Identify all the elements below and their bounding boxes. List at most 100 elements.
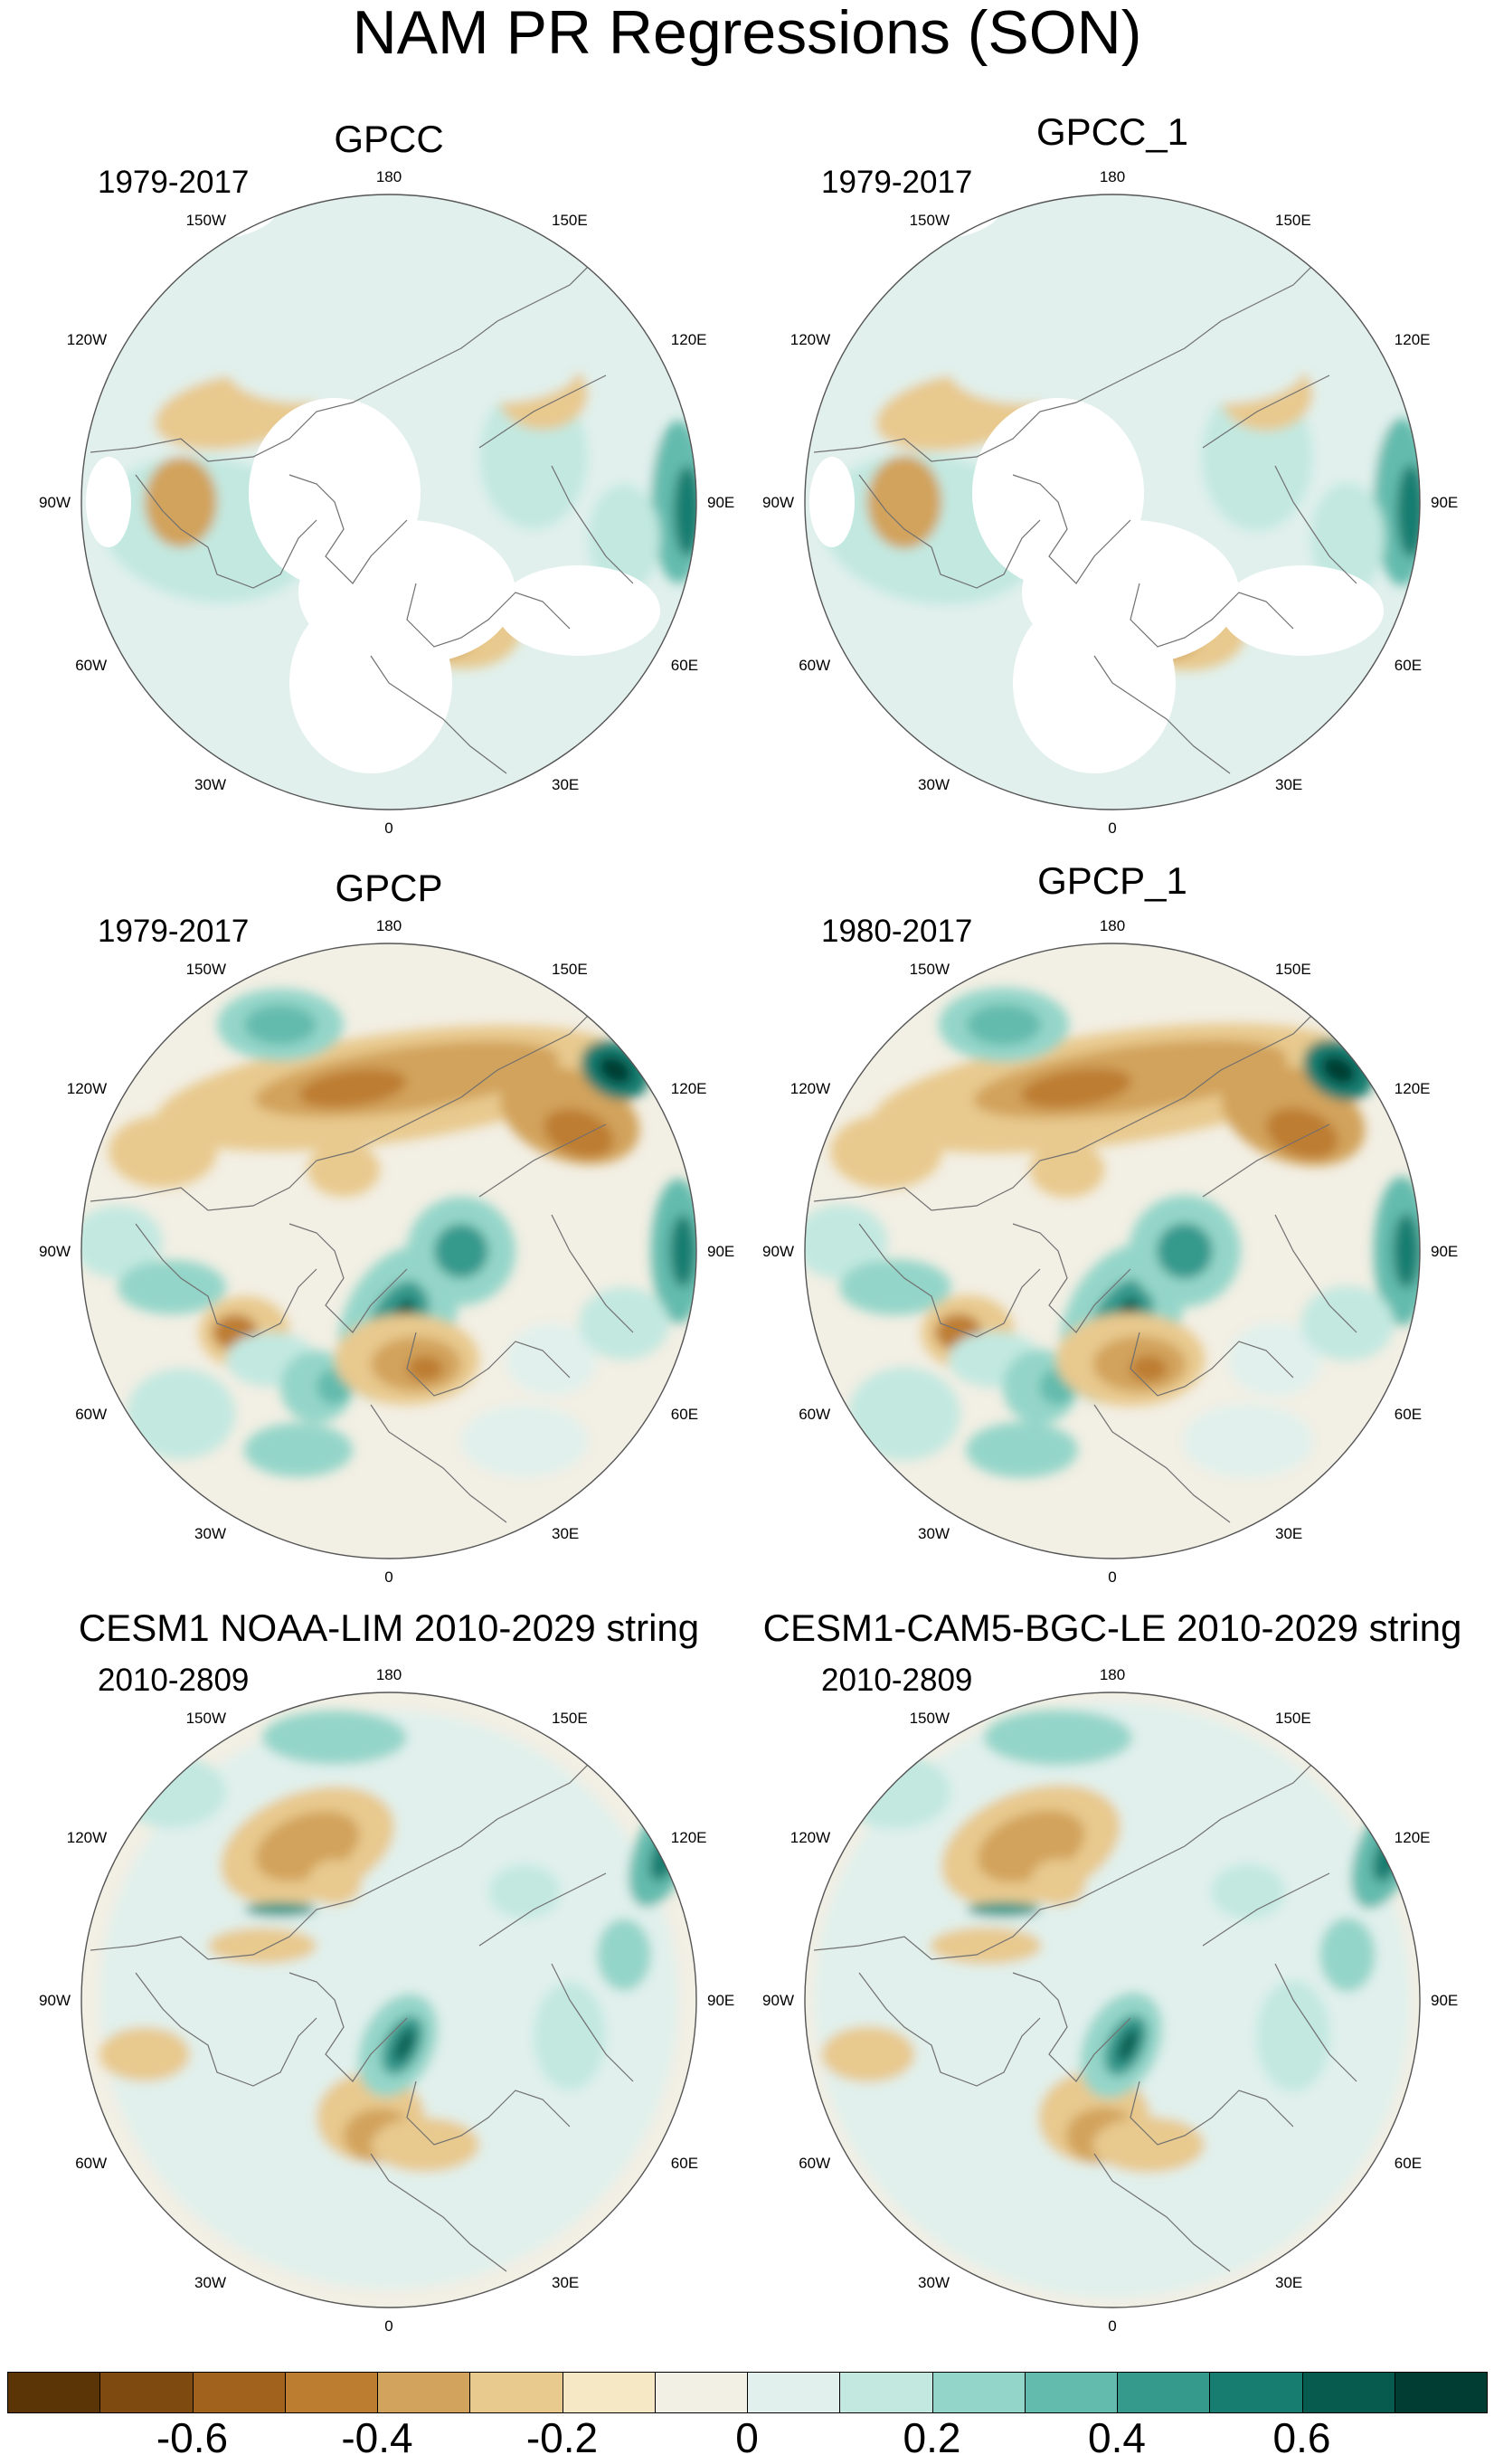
contour-region xyxy=(1255,1980,1331,2092)
longitude-label: 30E xyxy=(552,1525,579,1542)
longitude-label: 30W xyxy=(194,1525,226,1542)
contour-region xyxy=(99,2027,190,2081)
longitude-label: 30E xyxy=(1275,776,1302,793)
contour-region xyxy=(1210,1863,1286,1919)
longitude-label: 90E xyxy=(707,1243,734,1260)
contour-region xyxy=(461,1405,588,1477)
coastline xyxy=(478,1872,607,1947)
polar-map: 180 150E 120E 90E 60E 30E 0 30W 60W 90W 120W 150W xyxy=(39,168,734,837)
longitude-label: 180 xyxy=(376,168,402,185)
longitude-label: 0 xyxy=(1108,1568,1116,1586)
contour-region xyxy=(544,1108,614,1159)
contour-region xyxy=(1020,1067,1132,1109)
coastline xyxy=(858,1972,1041,2087)
colorbar-swatch xyxy=(1301,2372,1395,2413)
longitude-label: 150W xyxy=(910,1710,950,1727)
missing-data-area xyxy=(289,592,452,773)
panel-period: 1979-2017 xyxy=(98,165,250,200)
longitude-label: 90E xyxy=(707,1992,734,2009)
colorbar-swatch xyxy=(931,2372,1026,2413)
contour-region xyxy=(127,1369,235,1459)
longitude-label: 60W xyxy=(75,657,107,674)
coastline xyxy=(1093,655,1231,774)
contour-region xyxy=(1310,482,1385,594)
coastline xyxy=(478,374,607,449)
coastline xyxy=(1202,1123,1330,1198)
colorbar-swatch xyxy=(562,2372,656,2413)
contour-region xyxy=(930,1927,1042,1965)
longitude-label: 120E xyxy=(1395,1080,1431,1097)
coastline xyxy=(813,1746,1330,1960)
contour-region xyxy=(597,1919,651,1991)
longitude-label: 60W xyxy=(799,657,830,674)
longitude-label: 150W xyxy=(186,1710,226,1727)
contour-region xyxy=(1137,328,1305,404)
coastline xyxy=(288,1223,408,1333)
colorbar-tick-label: 0.4 xyxy=(1088,2414,1146,2461)
map-panel: 180 150E 120E 90E 60E 30E 0 30W 60W 90W 120W 150W G… xyxy=(27,109,751,850)
longitude-label: 0 xyxy=(384,2317,392,2335)
longitude-label: 180 xyxy=(1100,1666,1125,1683)
coastline xyxy=(406,1332,571,1397)
coastline xyxy=(135,1223,317,1338)
contour-region xyxy=(966,1901,1042,1918)
panel-period: 2010-2809 xyxy=(821,1663,973,1698)
figure-title: NAM PR Regressions (SON) xyxy=(352,0,1142,67)
panel-title: GPCP xyxy=(335,867,443,909)
longitude-label: 120W xyxy=(67,1829,107,1846)
longitude-label: 30E xyxy=(552,2274,579,2291)
longitude-label: 60W xyxy=(75,1406,107,1423)
longitude-label: 60E xyxy=(671,657,698,674)
coastline xyxy=(135,474,317,589)
missing-data-area xyxy=(497,565,660,656)
longitude-label: 120E xyxy=(1395,331,1431,348)
contour-region xyxy=(839,1754,951,1830)
longitude-label: 30E xyxy=(552,776,579,793)
contour-region xyxy=(821,2026,915,2082)
panel-title: CESM1-CAM5-BGC-LE 2010-2029 string xyxy=(762,1606,1462,1649)
polar-map: 180 150E 120E 90E 60E 30E 0 30W 60W 90W 120W 150W xyxy=(762,1666,1458,2335)
coastline xyxy=(1093,1404,1231,1523)
map-border xyxy=(804,1692,1421,2308)
contour-region xyxy=(226,330,371,403)
colorbar-tick-label: -0.2 xyxy=(525,2414,599,2461)
longitude-label: 30W xyxy=(918,776,950,793)
longitude-label: 30W xyxy=(194,776,226,793)
map-panel: 180 150E 120E 90E 60E 30E 0 30W 60W 90W 120W 150W C… xyxy=(751,1606,1474,2348)
longitude-label: 150W xyxy=(186,961,226,978)
longitude-label: 150E xyxy=(552,961,588,978)
contour-region xyxy=(262,1711,407,1765)
colorbar-swatch xyxy=(839,2372,933,2413)
polar-map: 180 150E 120E 90E 60E 30E 0 30W 60W 90W 120W 150W xyxy=(762,917,1458,1586)
contour-region xyxy=(1130,1355,1168,1382)
field-layer xyxy=(81,1692,696,2308)
map-border xyxy=(804,943,1421,1559)
colorbar-swatch xyxy=(99,2372,194,2413)
coastline xyxy=(90,248,607,462)
coastline xyxy=(858,1223,1041,1338)
map-border xyxy=(80,943,697,1559)
field-layer xyxy=(81,194,696,810)
colorbar-swatch xyxy=(1117,2372,1211,2413)
longitude-label: 90W xyxy=(762,1243,794,1260)
contour-region xyxy=(244,1005,317,1045)
longitude-label: 0 xyxy=(384,1568,392,1586)
colorbar-swatch xyxy=(469,2372,563,2413)
colorbar-swatch xyxy=(377,2372,471,2413)
longitude-label: 150E xyxy=(1275,1710,1311,1727)
longitude-label: 60W xyxy=(799,1406,830,1423)
longitude-label: 120E xyxy=(671,331,707,348)
longitude-label: 0 xyxy=(1108,820,1116,837)
longitude-label: 90W xyxy=(39,1243,71,1260)
longitude-label: 150E xyxy=(1275,961,1311,978)
contour-region xyxy=(307,1860,362,1905)
map-panel: 180 150E 120E 90E 60E 30E 0 30W 60W 90W 120W 150W G… xyxy=(751,858,1474,1599)
coastline xyxy=(90,997,607,1211)
contour-region xyxy=(534,1982,606,2090)
longitude-label: 60W xyxy=(799,2155,830,2172)
coastline xyxy=(1274,1963,1357,2082)
field-layer xyxy=(81,943,696,1559)
contour-region xyxy=(1396,464,1420,558)
contour-region xyxy=(1092,2117,1205,2173)
longitude-label: 60E xyxy=(1395,657,1422,674)
